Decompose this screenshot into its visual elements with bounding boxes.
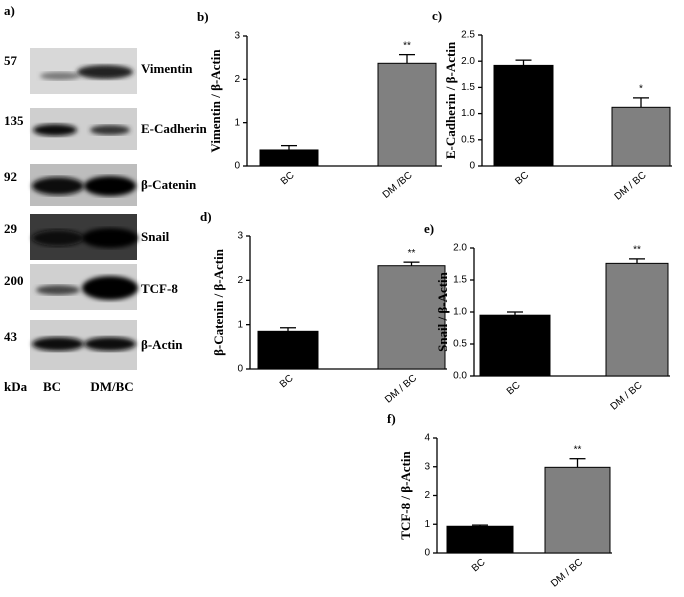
y-tick-label: 0.5 [453, 339, 467, 350]
bar [377, 62, 437, 167]
y-tick-label: 2.0 [461, 56, 475, 67]
kda-label: 92 [4, 169, 17, 184]
panel-label: b) [197, 9, 209, 24]
y-tick-label: 1.5 [453, 275, 467, 286]
y-tick-label: 2.5 [461, 30, 475, 41]
y-axis-label: E-Cadherin / β-Actin [443, 41, 458, 159]
y-axis-label: Snail / β-Actin [435, 271, 450, 352]
y-tick-label: 3 [234, 31, 240, 42]
x-tick-label: DM / BC [609, 380, 645, 413]
bar [611, 106, 671, 167]
y-tick-label: 1.0 [461, 108, 475, 119]
y-axis-label: TCF-8 / β-Actin [398, 451, 413, 540]
y-tick-label: 1 [237, 319, 243, 330]
y-axis-label: Vimentin / β-Actin [208, 49, 223, 153]
bar [377, 265, 446, 370]
bar [257, 330, 319, 370]
y-tick-label: 3 [237, 231, 243, 242]
blot-images [30, 48, 138, 370]
panel-label: d) [200, 209, 212, 224]
protein-label: Snail [141, 229, 170, 244]
y-tick-label: 0 [237, 364, 243, 375]
x-tick-label: BC [278, 373, 296, 390]
x-tick-label: BC [279, 170, 297, 187]
significance: ** [403, 40, 411, 51]
protein-label: TCF-8 [141, 281, 178, 296]
y-tick-label: 1 [424, 519, 430, 530]
significance: ** [574, 444, 582, 455]
kda-label: 200 [4, 273, 24, 288]
y-tick-label: 1.0 [453, 307, 467, 318]
bar [446, 525, 514, 554]
y-tick-label: 3 [424, 461, 430, 472]
y-axis-label: β-Catenin / β-Actin [211, 248, 226, 356]
protein-label: E-Cadherin [141, 121, 208, 136]
protein-label: Vimentin [141, 61, 193, 76]
panel-label: c) [432, 8, 442, 23]
protein-label: β-Actin [141, 337, 183, 352]
x-tick-label: DM / BC [549, 557, 585, 590]
y-tick-label: 2 [424, 490, 430, 501]
significance: * [639, 84, 643, 95]
y-tick-label: 0 [469, 161, 475, 172]
kda-label: 43 [4, 329, 18, 344]
y-tick-label: 0 [234, 161, 240, 172]
y-tick-label: 2.0 [453, 243, 467, 254]
y-tick-label: 1.5 [461, 82, 475, 93]
bar [493, 64, 554, 167]
x-tick-label: BC [470, 557, 488, 574]
kda-label: 29 [4, 221, 18, 236]
protein-label: β-Catenin [141, 177, 197, 192]
x-tick-label: BC [505, 380, 523, 397]
y-tick-label: 0.0 [453, 371, 467, 382]
lane-label: BC [43, 379, 61, 394]
y-tick-label: 0 [424, 548, 430, 559]
kda-label: 57 [4, 53, 18, 68]
significance: ** [633, 245, 641, 256]
significance: ** [408, 248, 416, 259]
y-tick-label: 2 [234, 74, 240, 85]
x-tick-label: DM /BC [381, 170, 415, 201]
x-tick-label: BC [513, 170, 531, 187]
bar [605, 262, 669, 377]
y-tick-label: 2 [237, 275, 243, 286]
y-tick-label: 0.5 [461, 134, 475, 145]
panel-label: e) [424, 221, 434, 236]
lane-label: DM/BC [90, 379, 133, 394]
y-tick-label: 1 [234, 117, 240, 128]
unit-label: kDa [4, 379, 28, 394]
panel-label: a) [4, 3, 15, 18]
bar [259, 149, 319, 167]
x-tick-label: DM / BC [613, 170, 649, 203]
kda-label: 135 [4, 113, 24, 128]
bar [544, 466, 611, 554]
x-tick-label: DM / BC [383, 373, 419, 406]
bar [479, 314, 551, 377]
panel-label: f) [387, 411, 396, 426]
y-tick-label: 4 [424, 433, 430, 444]
